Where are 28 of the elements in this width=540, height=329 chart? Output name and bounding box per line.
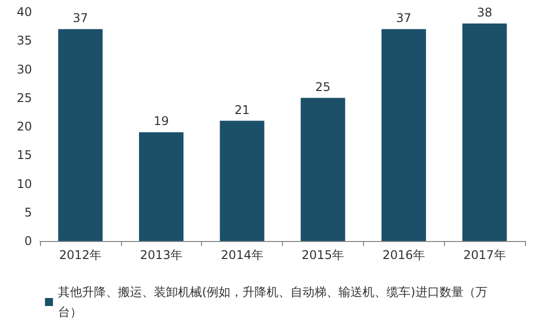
y-tick-label: 5 [24, 205, 32, 220]
bar [300, 98, 346, 241]
x-tick-label: 2013年 [140, 248, 183, 262]
bar [462, 23, 507, 241]
y-tick-label: 35 [16, 34, 32, 48]
y-tick-label: 15 [16, 148, 32, 162]
data-label: 19 [154, 114, 169, 128]
legend-label: 其他升降、搬运、装卸机械(例如，升降机、自动梯、输送机、缆车)进口数量（万台） [58, 285, 488, 319]
data-label: 37 [396, 11, 412, 26]
x-tick-label: 2017年 [463, 248, 506, 262]
y-tick-label: 0 [24, 234, 32, 248]
y-tick-label: 20 [16, 120, 32, 134]
data-label: 38 [476, 5, 492, 20]
y-tick-label: 10 [16, 176, 32, 191]
y-tick-label: 25 [16, 90, 32, 105]
bar [58, 29, 103, 241]
x-tick-label: 2012年 [59, 248, 102, 262]
bar [139, 132, 184, 241]
data-label: 37 [72, 11, 88, 26]
y-tick-label: 40 [16, 5, 32, 19]
bar [220, 120, 264, 241]
data-label: 25 [315, 80, 331, 94]
data-label: 21 [234, 102, 250, 117]
x-tick-label: 2014年 [220, 248, 264, 262]
x-tick-label: 2015年 [302, 248, 344, 262]
bar [382, 29, 426, 241]
x-tick-label: 2016年 [382, 248, 426, 262]
y-tick-label: 30 [16, 62, 32, 76]
